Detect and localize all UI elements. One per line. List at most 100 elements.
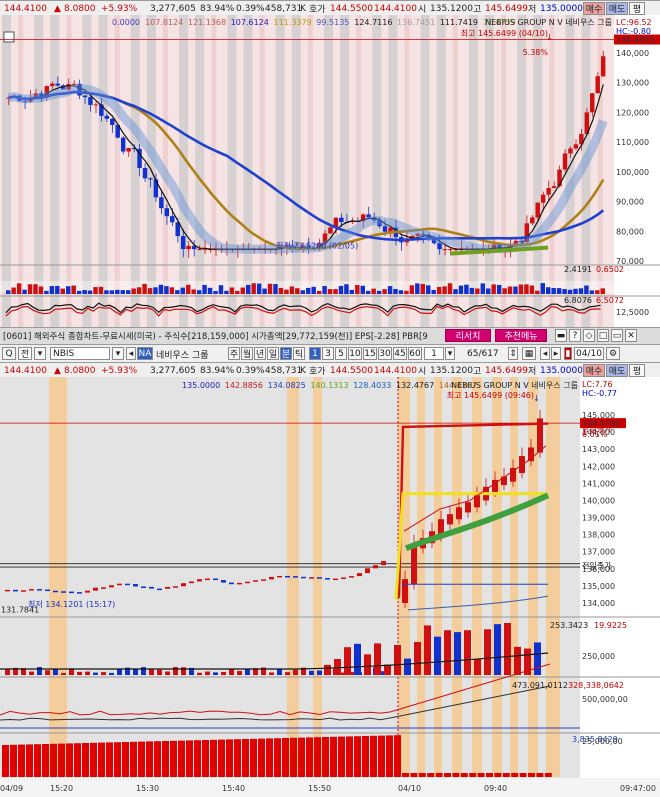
interval-45[interactable]: 45 [393,347,407,360]
daily-volume-bar [224,290,229,294]
help-icon[interactable]: ? [569,329,581,342]
intraday-indicator-bar [528,773,535,777]
intraday-candle [269,576,274,580]
daily-ma-value: 0.0000 [112,18,140,27]
period-day[interactable]: 일 [267,347,279,360]
dropdown-icon[interactable]: ▾ [34,347,46,360]
ticker-input[interactable]: NBIS [50,347,110,360]
pin-icon[interactable]: ◇ [583,329,595,342]
intraday-indicator-bar [34,744,41,777]
intraday-indicator-bar [58,743,65,777]
period-minute[interactable]: 분 [280,347,292,360]
intraday-candle [253,580,258,582]
daily-volume-bar [109,290,115,294]
intraday-volume-bar [317,670,322,675]
daily-candle [77,83,82,96]
intraday-day-rise: 당일증가 [582,424,612,434]
maximize-icon[interactable]: ▭ [611,329,623,342]
prev-icon[interactable]: ◂ [126,347,136,360]
daily-volume-bar [360,285,365,294]
research-button[interactable]: 리서치 [445,329,491,342]
intraday-indicator-bar [402,773,409,777]
intraday-buy-button[interactable]: 매수 [583,364,605,377]
intraday-volume-bar [213,672,218,675]
daily-hc: HC:-0.80 [616,27,651,36]
interval-5[interactable]: 5 [335,347,347,360]
minimize-icon[interactable]: ▬ [555,329,567,342]
bid-price: 144.4100 [374,3,417,14]
daily-volume-bar [398,290,404,294]
custom-interval[interactable]: 1 [424,347,444,360]
interval-3[interactable]: 3 [322,347,334,360]
flat-button[interactable]: 평 [629,2,645,15]
intraday-open: 135.1200 [430,365,473,376]
intraday-shade-stripe [472,377,482,777]
marker-icon[interactable]: ▮ [564,347,572,360]
interval-dropdown-icon[interactable]: ▾ [445,347,455,360]
intraday-flat-button[interactable]: 평 [629,364,645,377]
daily-y-tick: 130,000 [616,79,649,88]
intraday-amount-line [0,663,551,716]
intraday-indicator-bar [66,743,73,777]
daily-toggle-icon [3,31,15,43]
intraday-chart[interactable]: 135.0000 142.8856 134.0825 140.1313 128.4033… [0,377,660,797]
daily-shade-stripe [195,15,205,327]
interval-15[interactable]: 15 [363,347,377,360]
market-select[interactable]: 전 [18,347,32,360]
daily-volume-bar [595,290,600,294]
intraday-volume-bar [404,658,411,675]
intraday-volume-bar [5,669,10,675]
close-icon[interactable]: ✕ [625,329,637,342]
daily-candle [284,245,290,247]
daily-volume-bar [562,289,567,294]
period-year[interactable]: 년 [254,347,266,360]
restore-icon[interactable]: □ [597,329,609,342]
scroll-left-icon[interactable]: ◂ [540,347,550,360]
intraday-current-box [580,418,626,429]
interval-1[interactable]: 1 [309,347,321,360]
interval-30[interactable]: 30 [378,347,392,360]
daily-volume-bar [175,290,180,294]
daily-volume-bar [126,290,131,294]
calendar-icon[interactable]: ▦ [522,347,536,360]
intraday-ind-tick: 25,000,00 [582,737,623,746]
recommend-menu-button[interactable]: 추천메뉴 [495,329,547,342]
daily-volume-bar [267,283,273,294]
intraday-volume-bar [301,667,306,675]
daily-volume-bar [76,290,82,294]
intraday-volume: 3,277,605 [150,365,196,376]
intraday-indicator-bar [306,737,313,777]
intraday-indicator-bar [18,744,25,777]
intraday-current-price: 144.5250 [582,419,620,428]
intraday-candle [61,591,66,593]
scroll-right-icon[interactable]: ▸ [551,347,561,360]
intraday-shade-stripe [492,377,502,777]
daily-shade-stripe [436,15,446,327]
period-week[interactable]: 주 [228,347,240,360]
period-tick[interactable]: 틱 [293,347,305,360]
settings-icon[interactable]: ⚙ [606,347,620,360]
intraday-max-label: 최고 145.6499 (09:46) [447,390,534,400]
intraday-indicator-bar [178,740,185,777]
ticker-dropdown-icon[interactable]: ▾ [112,347,124,360]
spin-icon[interactable]: ⇕ [508,347,518,360]
search-icon[interactable]: Q [2,347,16,360]
daily-volume-bar [246,284,251,294]
daily-candle [110,118,115,125]
daily-volume-bar [158,284,164,294]
interval-60[interactable]: 60 [408,347,422,360]
intraday-sell-button[interactable]: 매도 [606,364,628,377]
buy-button[interactable]: 매수 [583,2,605,15]
sell-button[interactable]: 매도 [606,2,628,15]
daily-volume-bar [316,290,322,294]
daily-candle [159,197,164,209]
daily-volume-bar [480,283,485,294]
daily-volume-bar [507,286,513,294]
date-input[interactable]: 04/10 [574,347,604,360]
daily-chart[interactable]: 0.0000 107.8124 121.1368 107.6124 111.3379 99… [0,15,660,327]
intraday-indicator-bar [114,742,121,777]
intraday-x-label: 15:40 [222,784,245,793]
interval-10[interactable]: 10 [348,347,362,360]
period-month[interactable]: 월 [241,347,253,360]
daily-shade-stripe [452,15,458,327]
